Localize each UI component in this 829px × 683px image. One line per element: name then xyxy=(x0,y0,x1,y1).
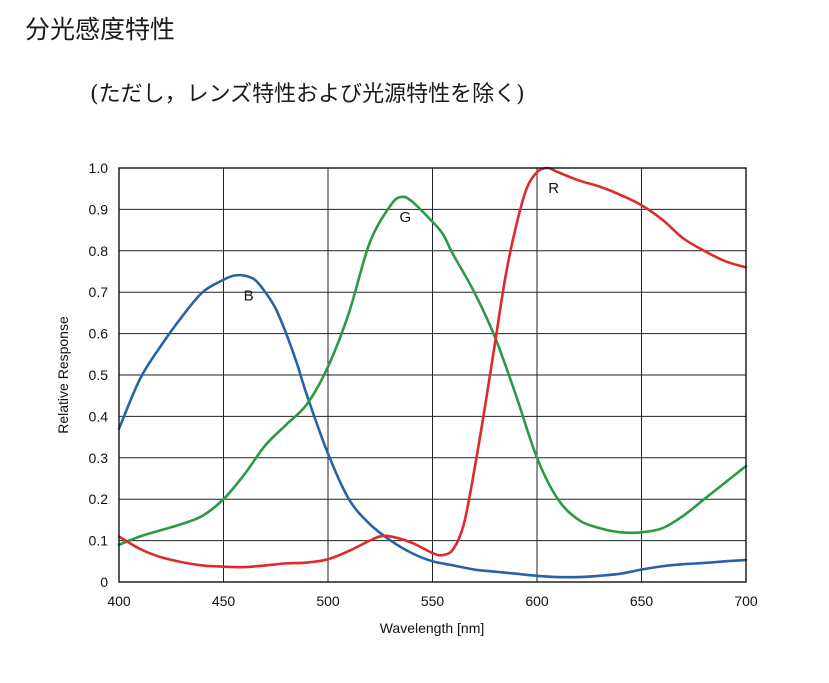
y-tick-label: 1.0 xyxy=(89,160,109,176)
series-line-r xyxy=(117,166,748,569)
x-tick-labels: 400 450 500 550 600 650 700 xyxy=(107,593,758,609)
grid xyxy=(118,167,747,583)
x-tick-label: 500 xyxy=(316,593,340,609)
series-label-g: G xyxy=(399,209,411,226)
x-tick-label: 600 xyxy=(525,593,549,609)
y-tick-label: 0.2 xyxy=(89,491,109,507)
plot-frame xyxy=(118,167,747,583)
page-subtitle: (ただし，レンズ特性および光源特性を除く) xyxy=(90,82,525,107)
y-tick-label: 0.5 xyxy=(89,367,109,383)
y-tick-label: 0 xyxy=(100,574,108,590)
page-title: 分光感度特性 xyxy=(25,15,176,44)
y-tick-label: 0.6 xyxy=(89,326,109,342)
series-line-b xyxy=(117,273,748,579)
y-tick-label: 0.8 xyxy=(89,243,109,259)
x-tick-label: 550 xyxy=(421,593,445,609)
y-axis-title: Relative Response xyxy=(55,316,71,434)
x-tick-label: 700 xyxy=(734,593,758,609)
series-line-g xyxy=(117,195,748,547)
series-label-r: R xyxy=(548,180,559,197)
y-tick-label: 0.1 xyxy=(89,533,109,549)
x-tick-label: 650 xyxy=(630,593,654,609)
y-tick-label: 0.9 xyxy=(89,201,109,217)
y-tick-label: 0.7 xyxy=(89,284,109,300)
y-tick-label: 0.4 xyxy=(89,408,109,424)
x-tick-label: 450 xyxy=(212,593,236,609)
series-label-b: B xyxy=(244,287,254,304)
x-axis-title: Wavelength [nm] xyxy=(380,620,485,636)
series-labels: B G R xyxy=(244,180,560,305)
x-tick-label: 400 xyxy=(107,593,131,609)
y-tick-label: 0.3 xyxy=(89,450,109,466)
series-lines xyxy=(117,166,748,579)
y-tick-labels: 0 0.1 0.2 0.3 0.4 0.5 0.6 0.7 0.8 0.9 1.0 xyxy=(89,160,109,590)
